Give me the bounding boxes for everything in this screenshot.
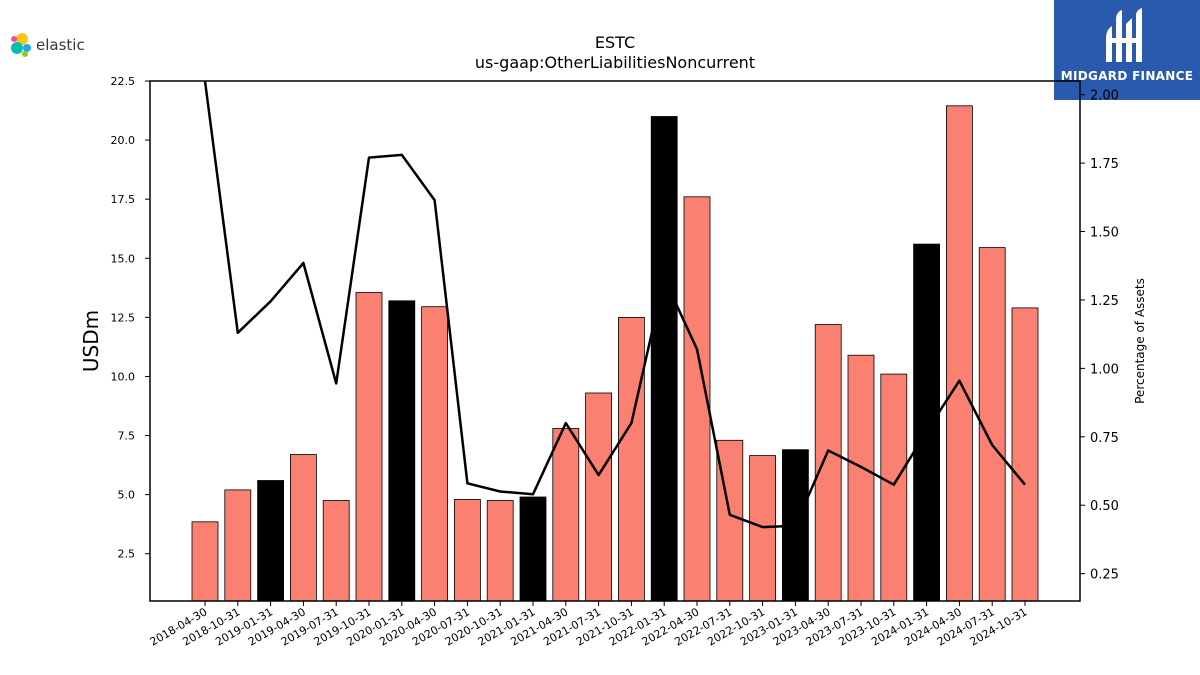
bar-2023-04-30	[814, 324, 842, 602]
y-tick-label: 15.0	[111, 252, 136, 265]
bar-2022-01-31	[650, 116, 678, 602]
y-tick-label: 17.5	[111, 193, 136, 206]
chart-title: ESTC	[595, 33, 635, 52]
y2-axis-label: Percentage of Assets	[1133, 278, 1147, 404]
bar-2020-04-30	[421, 306, 449, 602]
bar-2021-01-31	[519, 496, 547, 602]
y-tick-label: 12.5	[111, 311, 136, 324]
elastic-logo: elastic	[8, 32, 98, 58]
bar-2021-07-31	[585, 392, 612, 602]
y2-tick-label: 0.75	[1090, 431, 1119, 446]
bar-2022-10-31	[749, 455, 776, 602]
bar-2024-04-30	[946, 105, 973, 602]
elastic-logo-icon	[11, 33, 31, 57]
bar-2019-01-31	[257, 480, 285, 602]
bars-group	[191, 105, 1039, 602]
y2-tick-label: 1.75	[1090, 157, 1119, 172]
bar-2020-01-31	[388, 300, 416, 602]
left-axis-ticks: 2.5 5.0 7.5 10.0 12.5 15.0 17.5 20.0 22.5	[111, 75, 150, 561]
y-tick-label: 22.5	[111, 75, 136, 88]
y2-tick-label: 1.50	[1090, 226, 1119, 241]
bar-2024-07-31	[978, 247, 1006, 602]
midgard-finance-logo-text: MIDGARD FINANCE	[1060, 69, 1194, 83]
y2-tick-label: 0.25	[1090, 568, 1119, 583]
percentage-of-assets-line	[203, 80, 1026, 529]
y-tick-label: 5.0	[118, 489, 136, 502]
bar-2024-10-31	[1011, 307, 1039, 602]
bar-2021-04-30	[552, 428, 580, 602]
bar-2018-10-31	[224, 489, 252, 602]
right-axis-ticks: 0.25 0.50 0.75 1.00 1.25 1.50 1.75 2.00	[1080, 89, 1119, 583]
bar-2019-04-30	[289, 454, 317, 602]
y-tick-label: 7.5	[118, 430, 136, 443]
bar-2021-10-31	[618, 316, 645, 602]
plot-frame	[149, 80, 1081, 602]
bar-2019-10-31	[355, 292, 383, 602]
y2-tick-label: 2.00	[1090, 89, 1119, 104]
midgard-finance-logo: MIDGARD FINANCE	[1054, 0, 1200, 100]
bar-2019-07-31	[322, 500, 350, 602]
y2-tick-label: 0.50	[1090, 499, 1119, 514]
bar-2020-10-31	[486, 500, 514, 602]
chart-subtitle: us-gaap:OtherLiabilitiesNoncurrent	[475, 53, 755, 72]
y-tick-label: 10.0	[111, 370, 136, 383]
y-tick-label: 20.0	[111, 134, 136, 147]
bar-2020-07-31	[453, 498, 481, 602]
x-axis-ticks: 2018-04-302018-10-312019-01-312019-04-30…	[148, 601, 1030, 649]
elastic-logo-text: elastic	[36, 36, 85, 54]
y-tick-label: 2.5	[118, 548, 136, 561]
midgard-finance-logo-icon	[1106, 8, 1142, 62]
bar-2023-10-31	[880, 373, 908, 602]
y2-tick-label: 1.25	[1090, 294, 1119, 309]
y-axis-label: USDm	[79, 310, 103, 372]
bar-2018-04-30	[191, 521, 219, 602]
bar-2024-01-31	[913, 243, 940, 602]
y2-tick-label: 1.00	[1090, 362, 1119, 377]
bar-2023-07-31	[847, 354, 875, 602]
